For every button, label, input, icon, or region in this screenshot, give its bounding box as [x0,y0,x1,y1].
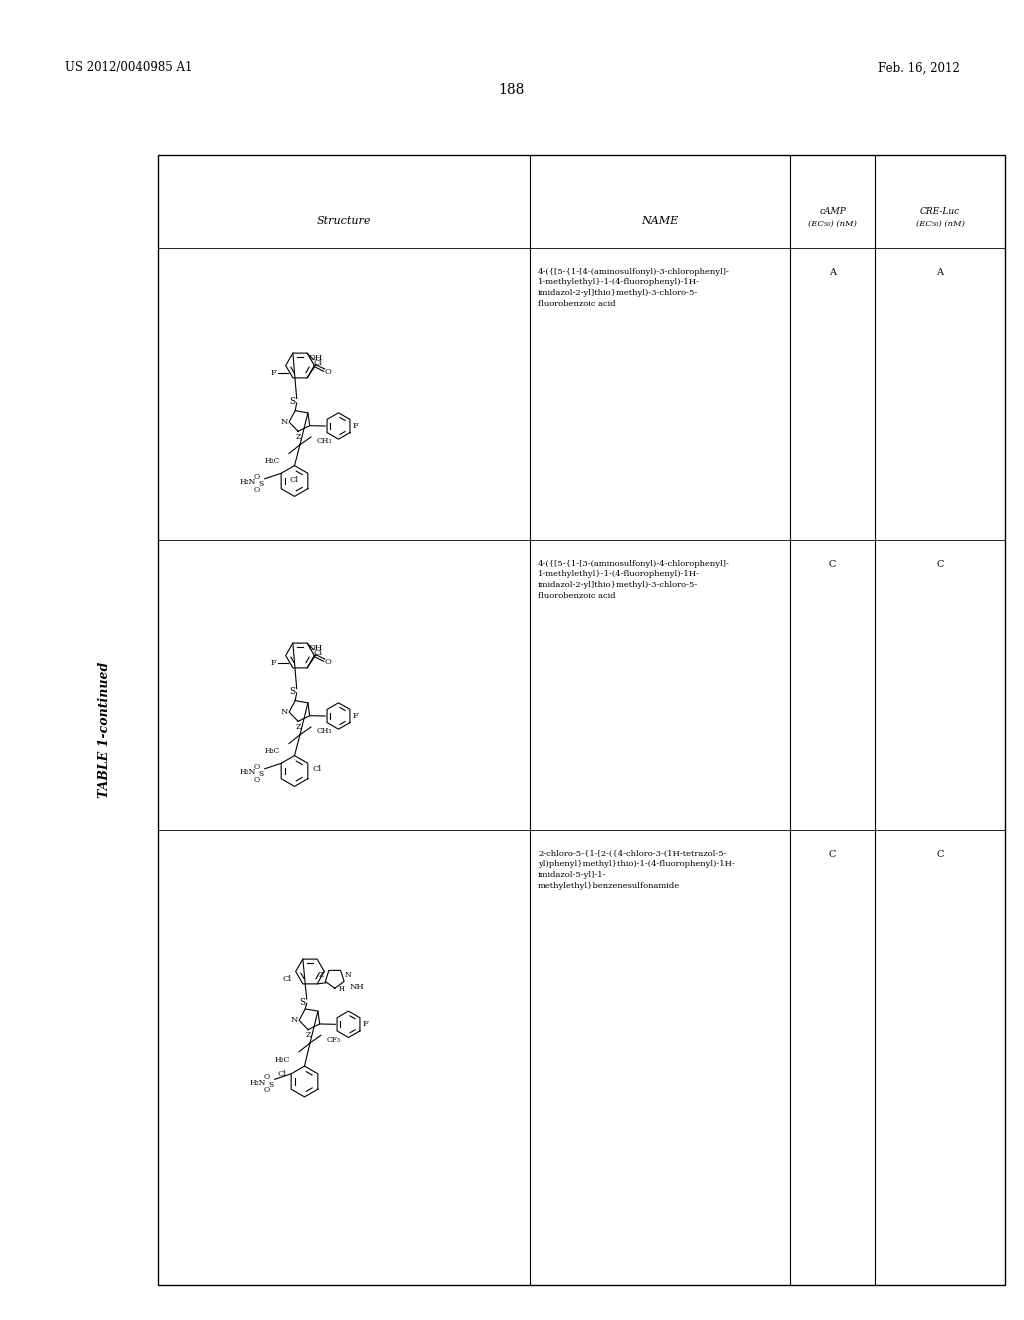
Text: O: O [254,776,260,784]
Text: 1-methylethyl}-1-(4-fluorophenyl)-1H-: 1-methylethyl}-1-(4-fluorophenyl)-1H- [538,570,700,578]
Text: 2-chloro-5-{1-[2-({4-chloro-3-(1H-tetrazol-5-: 2-chloro-5-{1-[2-({4-chloro-3-(1H-tetraz… [538,850,726,858]
Text: fluorobenzoic acid: fluorobenzoic acid [538,591,615,599]
Text: (EC₅₀) (nM): (EC₅₀) (nM) [808,219,857,227]
Text: O: O [254,486,260,494]
Text: H₂N: H₂N [250,1078,266,1086]
Text: S: S [289,688,295,697]
Text: US 2012/0040985 A1: US 2012/0040985 A1 [65,62,193,74]
Text: H: H [338,986,344,994]
Text: (EC₅₀) (nM): (EC₅₀) (nM) [915,219,965,227]
Text: Cl: Cl [313,649,323,657]
Text: H₃C: H₃C [274,1056,290,1064]
Text: N: N [291,1016,298,1024]
Text: N: N [281,418,289,426]
Text: imidazol-2-yl]thio}methyl)-3-chloro-5-: imidazol-2-yl]thio}methyl)-3-chloro-5- [538,289,698,297]
Text: F: F [270,659,276,667]
Text: C: C [936,850,944,859]
Text: 4-({[5-{1-[3-(aminosulfonyl)-4-chlorophenyl]-: 4-({[5-{1-[3-(aminosulfonyl)-4-chlorophe… [538,560,730,568]
Text: F: F [270,368,276,376]
Text: Z: Z [295,433,301,441]
Text: methylethyl}benzenesulfonamide: methylethyl}benzenesulfonamide [538,882,680,890]
Text: CH₃: CH₃ [316,437,332,445]
Text: 1-methylethyl}-1-(4-fluorophenyl)-1H-: 1-methylethyl}-1-(4-fluorophenyl)-1H- [538,279,700,286]
Text: Cl: Cl [313,359,323,367]
Text: Cl: Cl [312,764,322,772]
Text: Z: Z [305,1031,310,1039]
Text: Feb. 16, 2012: Feb. 16, 2012 [879,62,961,74]
Text: OH: OH [309,354,324,362]
Text: S: S [268,1081,274,1089]
Text: NAME: NAME [641,216,679,227]
Text: S: S [259,771,264,779]
Text: NH: NH [349,983,365,991]
Text: yl)phenyl}methyl}thio)-1-(4-fluorophenyl)-1H-: yl)phenyl}methyl}thio)-1-(4-fluorophenyl… [538,861,735,869]
Text: C: C [828,850,837,859]
Text: H₂N: H₂N [240,478,256,486]
Text: TABLE 1-continued: TABLE 1-continued [98,661,112,799]
Text: O: O [264,1073,270,1081]
Text: H₃C: H₃C [265,457,281,465]
Text: F: F [352,422,358,430]
Text: C: C [828,560,837,569]
Text: Structure: Structure [316,216,372,227]
Text: O: O [264,1086,270,1094]
Text: S: S [289,397,295,407]
Text: Cl: Cl [282,974,291,982]
Text: O: O [325,659,332,667]
Text: S: S [259,480,264,488]
Text: 4-({[5-{1-[4-(aminosulfonyl)-3-chlorophenyl]-: 4-({[5-{1-[4-(aminosulfonyl)-3-chlorophe… [538,268,730,276]
Text: CH₃: CH₃ [316,727,332,735]
Text: Z: Z [295,723,301,731]
Text: Z: Z [319,972,324,979]
Text: Cl: Cl [290,477,299,484]
Text: O: O [325,368,332,376]
Text: N: N [344,972,351,979]
Text: cAMP: cAMP [819,207,846,216]
Text: fluorobenzoic acid: fluorobenzoic acid [538,300,615,308]
Text: OH: OH [309,644,324,652]
Text: N: N [281,708,289,715]
Text: O: O [254,473,260,480]
Text: imidazol-5-yl]-1-: imidazol-5-yl]-1- [538,871,606,879]
Text: CF₃: CF₃ [327,1036,341,1044]
Text: H₂N: H₂N [240,768,256,776]
Text: CRE-Luc: CRE-Luc [920,207,961,216]
Text: H₃C: H₃C [265,747,281,755]
Text: 188: 188 [499,83,525,96]
Text: A: A [829,268,836,277]
Text: Cl: Cl [278,1069,287,1078]
Text: imidazol-2-yl]thio}methyl)-3-chloro-5-: imidazol-2-yl]thio}methyl)-3-chloro-5- [538,581,698,589]
Text: F: F [352,711,358,719]
Text: O: O [254,763,260,771]
Text: F: F [362,1020,368,1028]
Bar [158,154,1005,1284]
Text: S: S [299,998,305,1007]
Text: C: C [936,560,944,569]
Text: A: A [937,268,943,277]
